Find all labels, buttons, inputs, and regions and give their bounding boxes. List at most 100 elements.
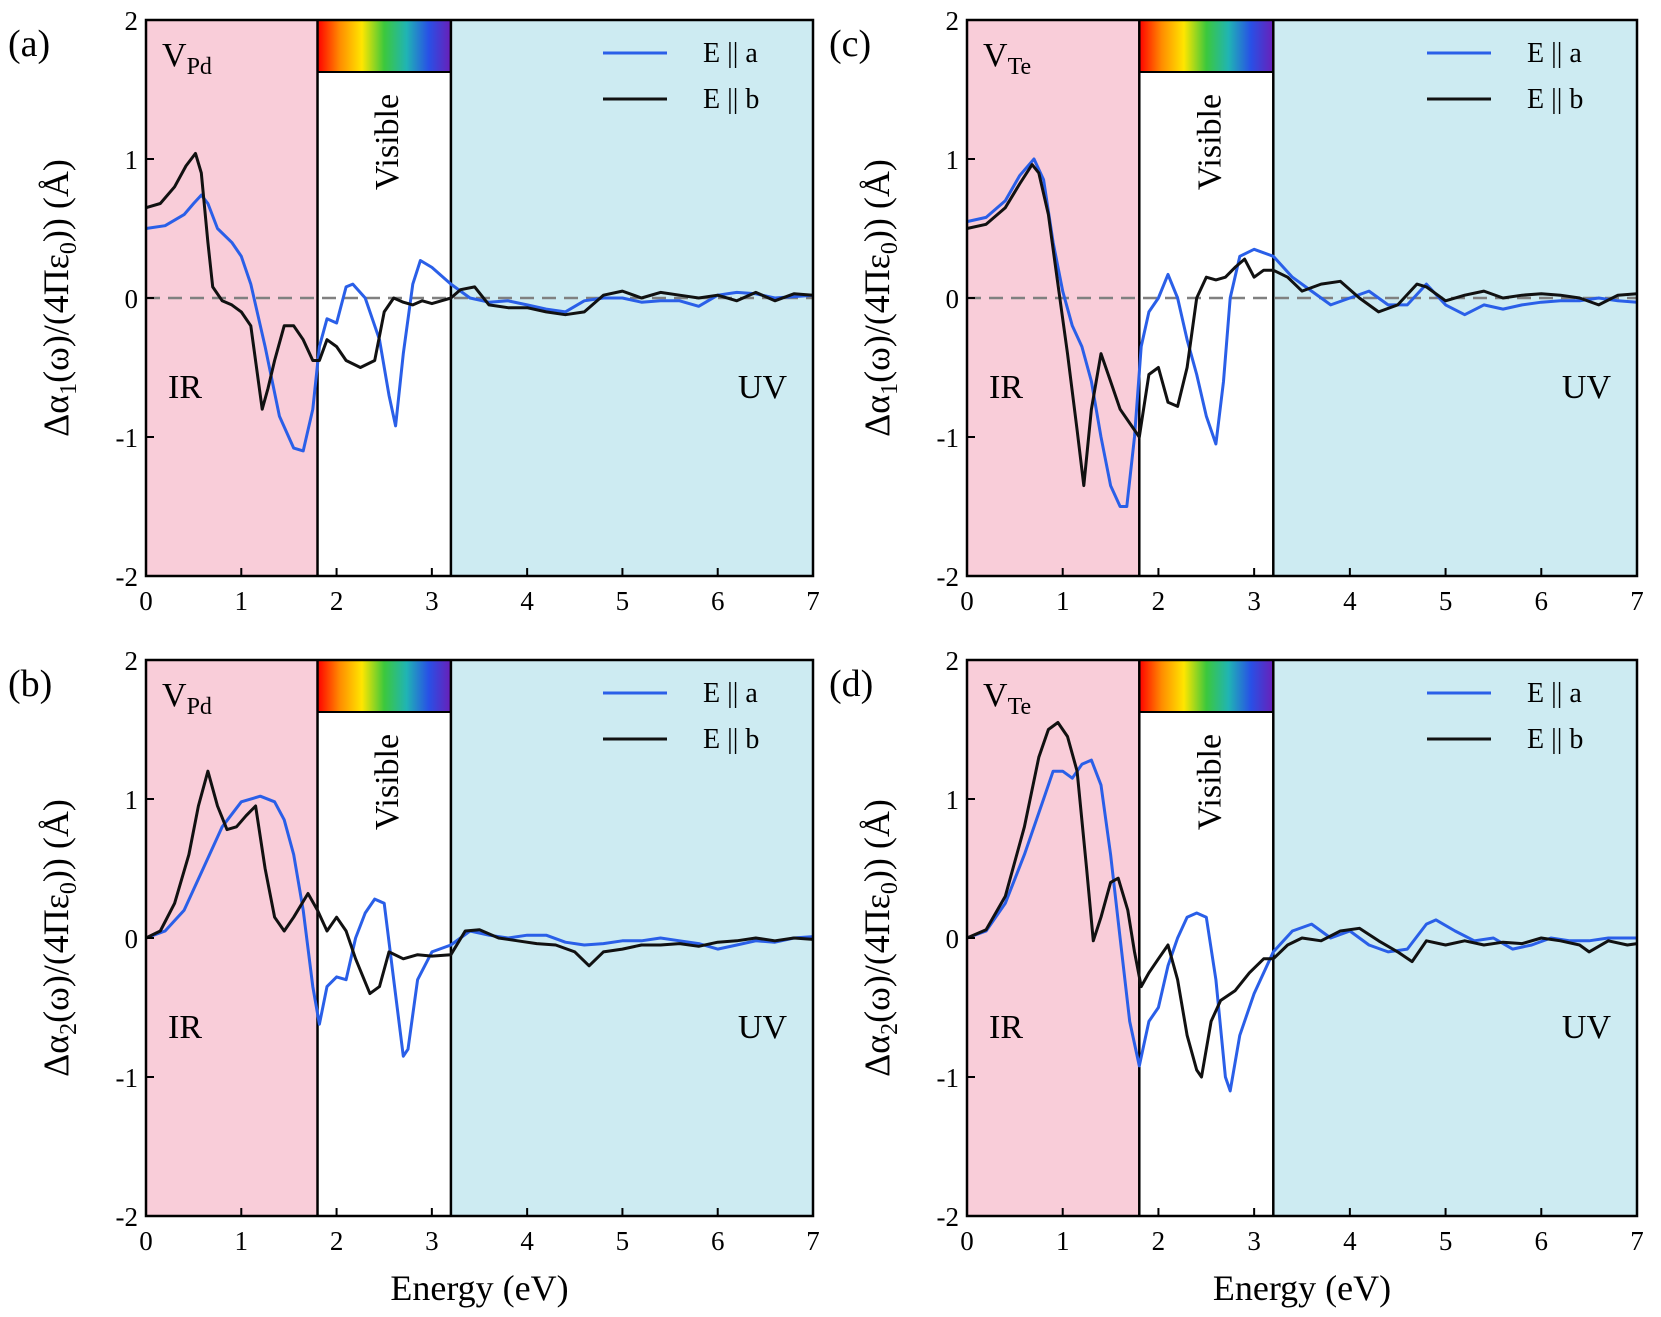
- visible-region: [1139, 660, 1274, 1216]
- ir-label: IR: [989, 1009, 1023, 1046]
- y-axis-title: Δα1(ω)/(4Πε0)) (Å): [857, 159, 903, 437]
- x-tick-label: 6: [711, 1226, 725, 1256]
- x-tick-label: 4: [520, 586, 534, 616]
- x-tick-label: 4: [1343, 1226, 1357, 1256]
- x-tick-label: 6: [1535, 586, 1549, 616]
- x-axis-title: Energy (eV): [1213, 1268, 1391, 1308]
- legend-label: E || b: [703, 724, 759, 755]
- series-line-e-parallel-b: [966, 721, 1638, 1079]
- x-tick-label: 5: [616, 1226, 630, 1256]
- defect-sub: Te: [1008, 54, 1032, 80]
- visible-region: [317, 20, 451, 576]
- x-tick-label: 1: [235, 1226, 249, 1256]
- legend-label: E || b: [703, 84, 759, 115]
- legend-label: E || a: [1527, 38, 1582, 69]
- y-axis-title-suffix: )) (Å): [36, 159, 76, 242]
- series-line-e-parallel-a: [966, 157, 1638, 508]
- series-line-e-parallel-b: [145, 769, 814, 996]
- defect-main: V: [162, 677, 187, 714]
- y-tick-label: 0: [125, 284, 139, 314]
- x-tick-label: 5: [1439, 1226, 1453, 1256]
- x-tick-label: 4: [520, 1226, 534, 1256]
- y-tick-label: 0: [125, 924, 139, 954]
- y-axis-title-mid: (ω)/(4Πε: [857, 894, 897, 1023]
- ir-region: [967, 660, 1140, 1216]
- x-tick-label: 1: [1056, 1226, 1070, 1256]
- defect-main: V: [983, 677, 1008, 714]
- y-tick-label: -2: [937, 1202, 960, 1232]
- visible-label: Visible: [369, 94, 406, 190]
- series-line-e-parallel-b: [145, 151, 814, 411]
- panel-label: (c): [829, 23, 871, 65]
- visible-region: [317, 660, 451, 1216]
- ir-label: IR: [989, 369, 1023, 406]
- y-tick-label: 1: [125, 785, 139, 815]
- y-tick-label: 0: [946, 924, 960, 954]
- y-axis-title-sub2: 0: [877, 242, 903, 254]
- visible-region: [1139, 20, 1274, 576]
- x-tick-label: 7: [1630, 586, 1644, 616]
- defect-label: VTe: [983, 677, 1031, 720]
- x-tick-label: 3: [1247, 1226, 1261, 1256]
- y-axis-title-suffix: )) (Å): [857, 159, 897, 242]
- panel-label: (b): [8, 663, 52, 705]
- x-tick-label: 1: [1056, 586, 1070, 616]
- y-axis-title-sub1: 1: [877, 383, 903, 395]
- legend-label: E || b: [1527, 724, 1583, 755]
- defect-sub: Pd: [187, 694, 212, 720]
- y-axis-title-mid: (ω)/(4Πε: [36, 254, 76, 383]
- legend-label: E || b: [1527, 84, 1583, 115]
- x-tick-label: 6: [1535, 1226, 1549, 1256]
- x-tick-label: 0: [960, 1226, 974, 1256]
- y-axis-title-sub2: 0: [56, 242, 82, 254]
- spectrum-bar: [317, 20, 451, 72]
- y-axis-title-sub2: 0: [56, 882, 82, 894]
- y-tick-label: 1: [125, 145, 139, 175]
- x-tick-label: 0: [139, 1226, 153, 1256]
- y-tick-label: 2: [946, 646, 960, 676]
- y-axis-title-prefix: Δα: [36, 1035, 76, 1077]
- y-tick-label: -2: [116, 562, 139, 592]
- y-tick-label: -1: [937, 423, 960, 453]
- defect-label: VPd: [162, 37, 212, 80]
- x-tick-label: 3: [425, 1226, 439, 1256]
- x-tick-label: 2: [1152, 586, 1166, 616]
- defect-label: VPd: [162, 677, 212, 720]
- y-axis-title: Δα2(ω)/(4Πε0)) (Å): [36, 799, 82, 1077]
- defect-sub: Pd: [187, 54, 212, 80]
- legend-label: E || a: [703, 38, 758, 69]
- x-tick-label: 2: [330, 586, 344, 616]
- uv-label: UV: [1562, 1009, 1612, 1046]
- x-tick-label: 0: [139, 586, 153, 616]
- spectrum-bar: [1139, 660, 1274, 712]
- ir-region: [146, 660, 318, 1216]
- visible-label: Visible: [1191, 94, 1228, 190]
- series-line-e-parallel-a: [145, 794, 814, 1058]
- x-tick-label: 7: [806, 586, 820, 616]
- visible-label: Visible: [1191, 734, 1228, 830]
- x-tick-label: 6: [711, 586, 725, 616]
- uv-label: UV: [738, 1009, 788, 1046]
- x-tick-label: 3: [425, 586, 439, 616]
- defect-label: VTe: [983, 37, 1031, 80]
- y-axis-title-prefix: Δα: [857, 395, 897, 437]
- y-axis-title-prefix: Δα: [36, 395, 76, 437]
- legend-label: E || a: [1527, 678, 1582, 709]
- y-axis-title: Δα2(ω)/(4Πε0)) (Å): [857, 799, 903, 1077]
- panel-label: (a): [8, 23, 50, 65]
- uv-label: UV: [1562, 369, 1612, 406]
- x-tick-label: 7: [1630, 1226, 1644, 1256]
- x-tick-label: 3: [1247, 586, 1261, 616]
- visible-label: Visible: [369, 734, 406, 830]
- spectrum-bar: [1139, 20, 1274, 72]
- defect-main: V: [162, 37, 187, 74]
- y-axis-title-sub2: 0: [877, 882, 903, 894]
- x-tick-label: 4: [1343, 586, 1357, 616]
- x-tick-label: 5: [1439, 586, 1453, 616]
- y-axis-title-sub1: 1: [56, 383, 82, 395]
- x-tick-label: 1: [235, 586, 249, 616]
